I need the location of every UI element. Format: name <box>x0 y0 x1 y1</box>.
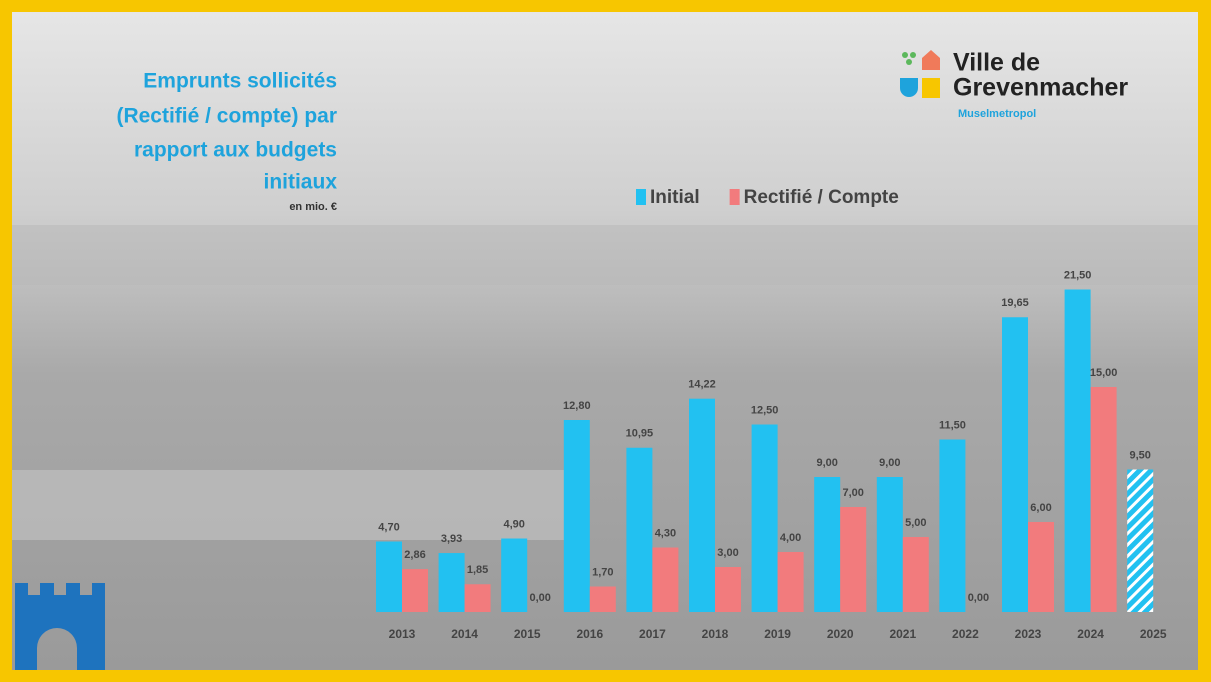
value-label: 0,00 <box>529 592 550 604</box>
bar <box>589 586 616 612</box>
value-label: 4,70 <box>378 521 399 533</box>
value-label: 4,30 <box>655 527 676 539</box>
value-label: 5,00 <box>905 517 926 529</box>
x-tick-label: 2019 <box>764 627 791 641</box>
legend-swatch <box>636 189 646 205</box>
value-label: 4,90 <box>503 518 524 530</box>
value-label: 3,00 <box>717 547 738 559</box>
bar <box>402 569 428 612</box>
bar <box>777 552 804 612</box>
brand-tagline: Muselmetropol <box>958 108 1036 120</box>
x-tick-label: 2020 <box>827 627 854 641</box>
chart-title-line: rapport aux budgets <box>134 139 337 162</box>
x-tick-label: 2022 <box>952 627 979 641</box>
chart-title-line: Emprunts sollicités <box>143 70 337 93</box>
x-tick-label: 2014 <box>451 627 478 641</box>
bar <box>464 584 491 612</box>
bar-hatched <box>1127 469 1154 612</box>
value-label: 3,93 <box>441 533 462 545</box>
background-river <box>12 470 572 540</box>
value-label: 11,50 <box>939 419 966 431</box>
legend-label: Initial <box>650 187 700 208</box>
bar <box>501 538 528 612</box>
x-tick-label: 2018 <box>702 627 729 641</box>
value-label: 9,00 <box>816 457 837 469</box>
bar <box>715 567 741 612</box>
bar <box>902 537 929 612</box>
bar <box>876 477 903 612</box>
legend-label: Rectifié / Compte <box>744 187 899 208</box>
background-photo <box>12 12 1198 670</box>
bar <box>1064 289 1091 612</box>
value-label: 15,00 <box>1090 367 1118 379</box>
value-label: 4,00 <box>780 532 801 544</box>
brand-name: Ville de <box>953 49 1040 77</box>
value-label: 9,50 <box>1129 449 1150 461</box>
x-tick-label: 2013 <box>389 627 416 641</box>
value-label: 0,00 <box>968 592 989 604</box>
background-horizon <box>12 225 1198 285</box>
bar <box>939 439 966 612</box>
bar <box>1090 387 1117 612</box>
value-label: 12,80 <box>563 400 591 412</box>
chart-title-line: (Rectifié / compte) par <box>116 105 337 128</box>
x-tick-label: 2023 <box>1015 627 1042 641</box>
x-tick-label: 2021 <box>889 627 916 641</box>
legend-swatch <box>729 189 740 205</box>
brand-name: Grevenmacher <box>953 74 1128 102</box>
value-label: 7,00 <box>842 487 863 499</box>
value-label: 14,22 <box>688 379 716 391</box>
value-label: 2,86 <box>404 549 425 561</box>
bar <box>840 507 867 612</box>
bar <box>814 477 841 612</box>
x-tick-label: 2025 <box>1140 627 1167 641</box>
bar <box>563 420 590 612</box>
x-tick-label: 2015 <box>514 627 541 641</box>
castle-icon <box>15 583 105 670</box>
value-label: 12,50 <box>751 404 779 416</box>
bar <box>438 553 465 612</box>
value-label: 19,65 <box>1001 297 1029 309</box>
bar <box>1002 317 1028 612</box>
x-tick-label: 2017 <box>639 627 666 641</box>
brand-logo: Ville de Grevenmacher Muselmetropol <box>900 49 1128 120</box>
chart-subtitle: en mio. € <box>289 201 337 213</box>
value-label: 6,00 <box>1030 502 1051 514</box>
x-tick-label: 2024 <box>1077 627 1104 641</box>
value-label: 1,85 <box>467 564 488 576</box>
bar <box>1028 522 1054 612</box>
bar <box>689 398 715 612</box>
bar <box>626 447 653 612</box>
value-label: 10,95 <box>626 428 654 440</box>
value-label: 21,50 <box>1064 269 1092 281</box>
x-tick-label: 2016 <box>576 627 603 641</box>
bar <box>376 541 402 612</box>
chart-title-line: initiaux <box>263 171 337 194</box>
bar <box>751 424 778 612</box>
value-label: 1,70 <box>592 566 613 578</box>
value-label: 9,00 <box>879 457 900 469</box>
bar <box>652 547 679 612</box>
